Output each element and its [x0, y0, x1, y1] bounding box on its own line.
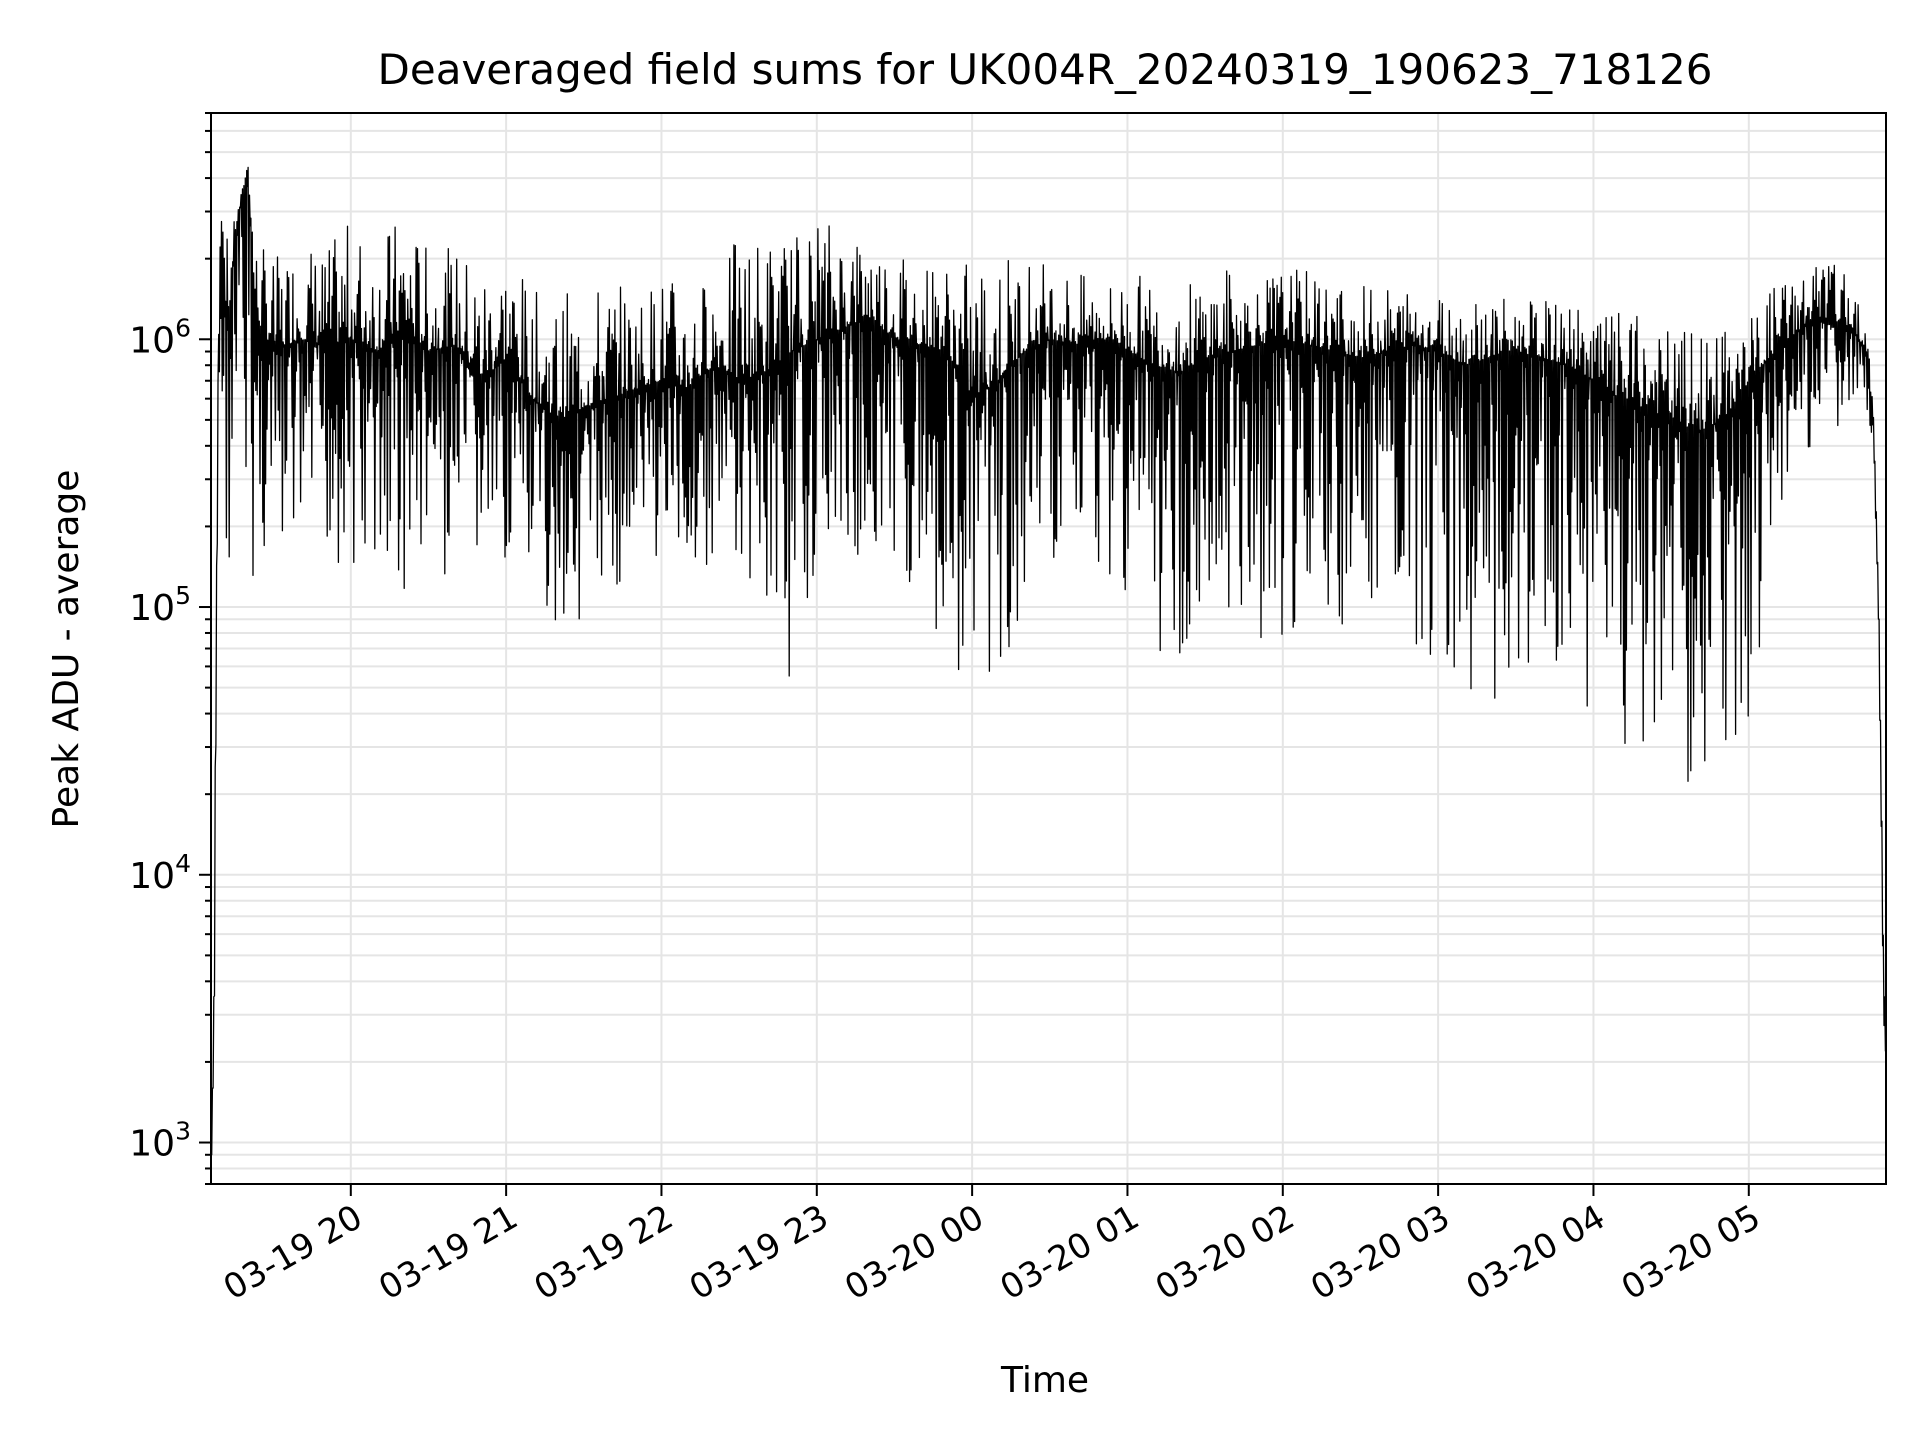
- x-tick-label: 03-20 05: [1615, 1197, 1767, 1308]
- x-tick-label: 03-20 00: [838, 1197, 990, 1308]
- x-tick-label: 03-20 02: [1149, 1197, 1301, 1308]
- data-series-line: [211, 167, 1886, 1154]
- y-tick-label: 104: [129, 849, 191, 897]
- data-layer: [211, 164, 1886, 1154]
- x-tick-label: 03-19 23: [683, 1197, 835, 1308]
- x-tick-label: 03-19 21: [372, 1197, 524, 1308]
- y-tick-label: 103: [129, 1117, 191, 1165]
- y-axis-label: Peak ADU - average: [46, 470, 87, 829]
- x-tick-label: 03-20 04: [1460, 1197, 1612, 1308]
- x-axis-label: Time: [1000, 1360, 1089, 1401]
- x-tick-label: 03-19 20: [217, 1197, 369, 1308]
- x-tick-label: 03-19 22: [528, 1197, 680, 1308]
- grid-lines: [211, 113, 1886, 1184]
- y-axis-ticks: 103 104 105 106: [129, 113, 211, 1184]
- y-tick-label: 105: [129, 581, 191, 629]
- x-tick-label: 03-20 03: [1304, 1197, 1456, 1308]
- x-tick-label: 03-20 01: [994, 1197, 1146, 1308]
- chart-title: Deaveraged field sums for UK004R_2024031…: [378, 45, 1713, 94]
- y-tick-label: 106: [129, 313, 191, 361]
